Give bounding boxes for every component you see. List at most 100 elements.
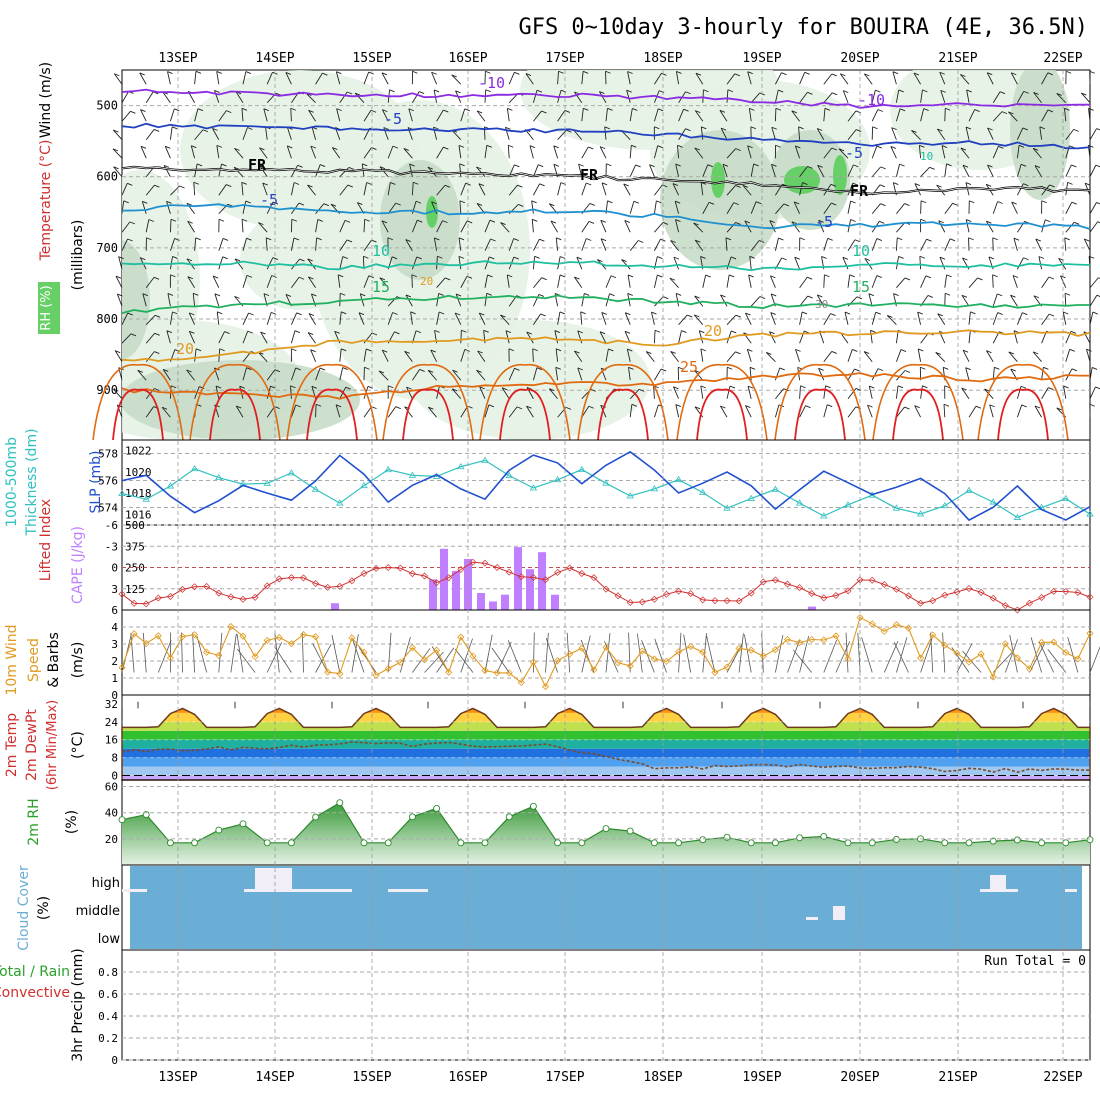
wind-barb — [703, 90, 704, 103]
label-cape: CAPE (J/kg) — [70, 526, 86, 604]
wind-barb — [654, 405, 658, 417]
wind-barb-flag — [736, 315, 741, 317]
date-label-bottom: 16SEP — [448, 1070, 487, 1085]
wind10-barb — [313, 643, 328, 672]
date-label-top: 20SEP — [840, 51, 879, 66]
wind-barb — [845, 312, 848, 325]
upper-label-temperature: Temperature (°C) — [38, 140, 54, 262]
panel-frame-precip — [122, 950, 1090, 1060]
rh2m-marker — [361, 840, 367, 846]
wind-barb-flag — [507, 108, 512, 110]
label-rh-units: (%) — [64, 810, 80, 834]
wind-barb-flag — [701, 349, 706, 351]
wind-barb-flag — [832, 93, 837, 95]
wind-barb-flag — [589, 221, 594, 223]
wind-barb — [993, 202, 997, 214]
wind-barb-flag — [1023, 258, 1028, 260]
wind-barb-flag — [1042, 201, 1047, 203]
wind-barb-flag — [970, 312, 975, 314]
wind-barb — [944, 404, 945, 417]
wind-barb-flag — [826, 386, 831, 388]
surface-temp-loop — [795, 390, 845, 440]
contour-label: -5 — [815, 213, 833, 231]
cloud-bar — [122, 889, 147, 892]
wind-barb — [727, 352, 735, 362]
temp-band — [122, 749, 1090, 758]
wind-barb-flag — [905, 407, 910, 409]
precip-tick: 0 — [111, 1054, 118, 1067]
date-label-bottom: 18SEP — [643, 1070, 682, 1085]
wind-barb-flag — [802, 312, 807, 314]
wind-barb-flag — [947, 275, 952, 277]
wind-barb — [872, 110, 878, 122]
wind-barb-flag — [921, 219, 926, 221]
rh2m-marker — [603, 826, 609, 832]
rh2m-marker — [119, 817, 125, 823]
wind-barb — [918, 312, 921, 325]
wind-barb — [824, 238, 828, 250]
wind-barb-flag — [390, 90, 395, 92]
contour-label: -5 — [384, 110, 402, 128]
wind-barb — [701, 349, 703, 362]
wind-barb-flag — [539, 239, 544, 241]
wind-barb — [749, 275, 752, 288]
cloud-bar — [388, 889, 428, 892]
wind10-barb — [332, 635, 340, 672]
wind10-barb — [706, 636, 714, 673]
wind-barb-flag — [1022, 313, 1027, 315]
rh2m-marker — [530, 803, 536, 809]
wind-barb-flag — [223, 238, 228, 240]
wind-barb — [1063, 312, 1066, 325]
wind-barb — [219, 238, 223, 250]
wind-barb-flag — [1068, 182, 1073, 184]
rh2m-marker — [555, 840, 561, 846]
rh2m-marker — [1087, 837, 1093, 843]
wind-barb-flag — [681, 331, 686, 333]
wind-barb — [872, 204, 880, 214]
wind10-barb — [508, 640, 521, 672]
wind-barb-flag — [219, 219, 224, 221]
wind-barb — [217, 71, 219, 84]
upper-label-wind: Wind (m/s) — [38, 62, 54, 138]
cape-tick: 375 — [125, 540, 145, 553]
wind-barb — [676, 405, 679, 418]
wind-barb — [1042, 388, 1049, 399]
wind-barb-flag — [852, 349, 857, 351]
cloud-bar — [244, 889, 352, 892]
wind-barb-flag — [851, 220, 856, 222]
wind-barb-flag — [806, 406, 811, 408]
wind-barb — [558, 275, 560, 288]
date-label-bottom: 14SEP — [255, 1070, 294, 1085]
surface-temp-loop-outer — [978, 365, 1068, 440]
wind-barb-flag — [877, 276, 882, 278]
label-slp: SLP (mb) — [88, 450, 104, 513]
rh-tick: 60 — [105, 781, 118, 794]
wind-barb — [918, 349, 920, 362]
contour-label: 25 — [680, 358, 698, 376]
wind-barb-flag — [532, 219, 537, 221]
wind-barb-flag — [657, 275, 662, 277]
wind-barb-flag — [1065, 293, 1070, 295]
wind-barb-flag — [781, 73, 786, 75]
wind-barb-flag — [1049, 277, 1054, 279]
cape-tick: 125 — [125, 583, 145, 596]
wind-barb-flag — [976, 406, 981, 408]
wind-barb-flag — [638, 241, 643, 243]
wind-barb-flag — [850, 275, 855, 277]
wind-barb — [651, 312, 654, 325]
label-10m-wind: 10m Wind — [4, 624, 20, 695]
cloud-level-high: high — [92, 876, 120, 891]
wind-barb-flag — [174, 109, 179, 111]
wind-barb-flag — [993, 275, 998, 277]
rh2m-marker — [651, 840, 657, 846]
wind-barb — [167, 72, 170, 85]
upper-label-rh: RH (%) — [39, 285, 54, 330]
wind-barb-flag — [782, 258, 787, 260]
wind-barb-flag — [998, 313, 1003, 315]
label-speed: Speed — [26, 638, 42, 682]
wind-barb-flag — [824, 275, 829, 277]
wind-barb — [848, 349, 852, 361]
wind-barb-flag — [877, 239, 882, 241]
rh2m-marker — [627, 828, 633, 834]
rh2m-marker — [385, 840, 391, 846]
